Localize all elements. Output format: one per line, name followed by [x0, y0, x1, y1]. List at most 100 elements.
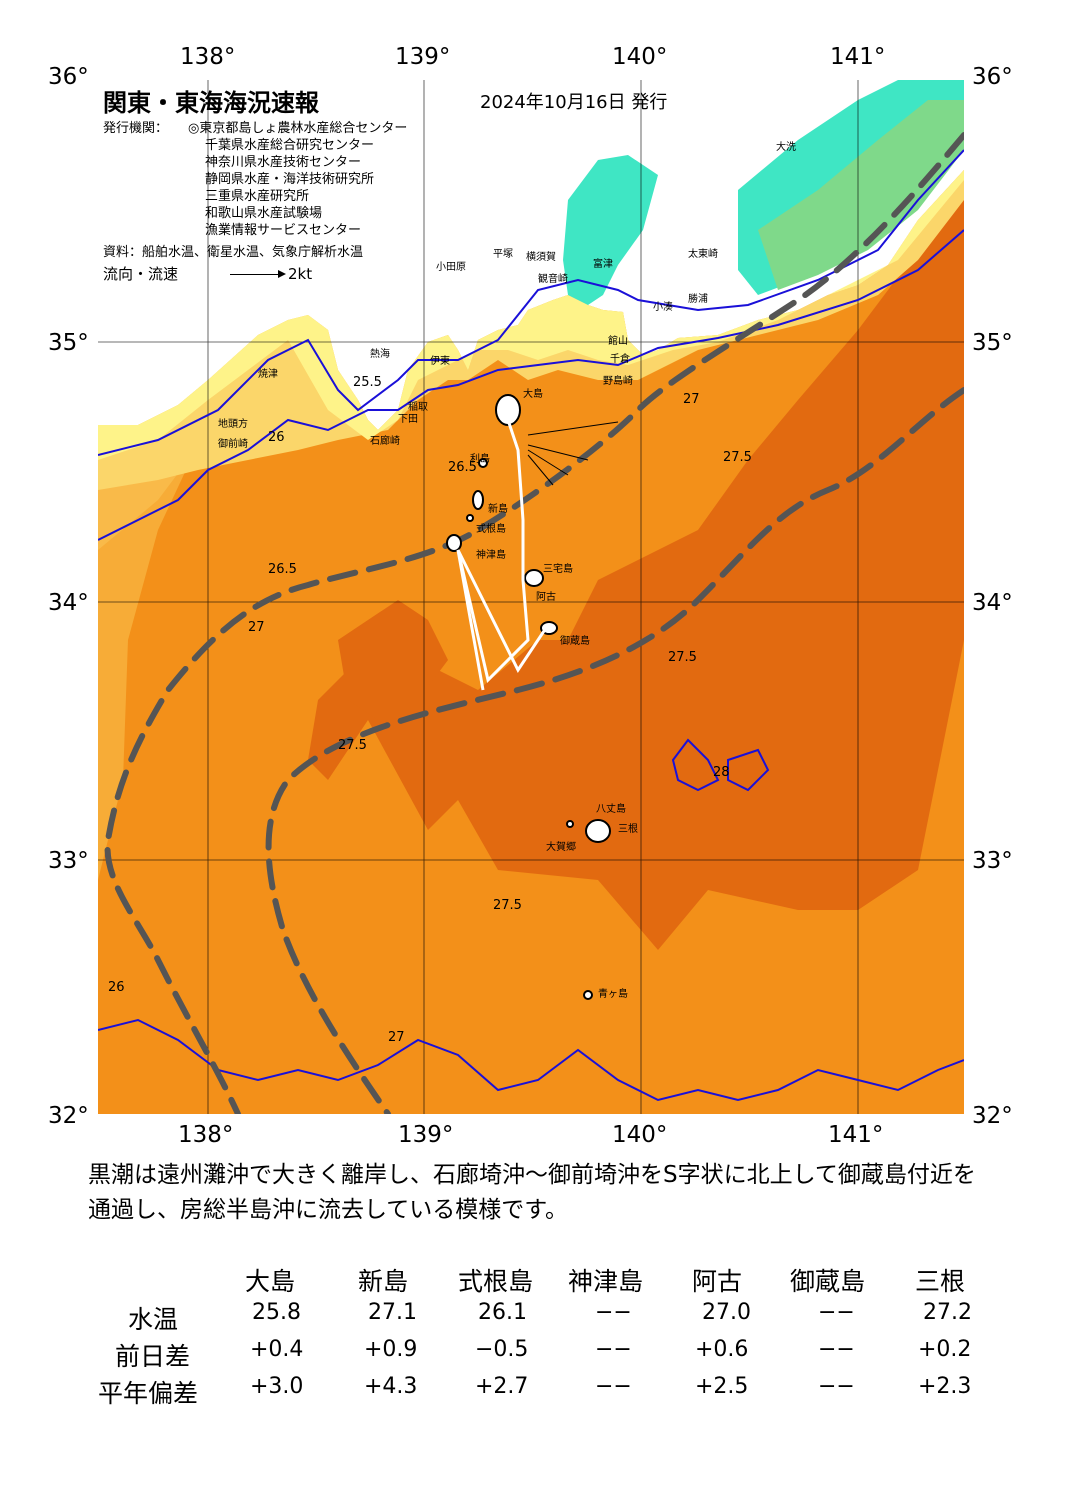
place-nojimazaki: 野島崎	[603, 376, 633, 387]
cell-temp-mitsune: 27.2	[923, 1300, 972, 1325]
place-miyakejima: 三宅島	[543, 564, 573, 575]
lat-label-right-34: 34°	[972, 590, 1013, 616]
issuer-3: 神奈川県水産技術センター	[205, 155, 362, 170]
contour-label-26-a: 26	[268, 430, 285, 445]
lon-label-top-138: 138°	[180, 44, 236, 70]
contour-label-27-5-c: 27.5	[668, 650, 697, 665]
row-label-diff: 前日差	[115, 1342, 191, 1371]
lat-label-left-34: 34°	[48, 590, 89, 616]
cell-temp-niijima: 27.1	[368, 1300, 417, 1325]
row-label-anomaly: 平年偏差	[98, 1379, 199, 1408]
row-label-temp: 水温	[128, 1305, 179, 1334]
issuer-5: 三重県水産研究所	[205, 189, 310, 204]
lat-label-right-33: 33°	[972, 848, 1013, 874]
place-ito: 伊東	[430, 356, 450, 367]
place-taitozaki: 太東崎	[688, 249, 718, 260]
place-irozaki: 石廊崎	[370, 436, 400, 447]
place-oarai: 大洗	[776, 142, 796, 153]
contour-label-27-a: 27	[683, 392, 700, 407]
cell-anom-mitsune: +2.3	[918, 1374, 972, 1399]
lat-label-right-36: 36°	[972, 64, 1013, 90]
cell-temp-oshima: 25.8	[252, 1300, 301, 1325]
place-kannonzaki: 観音崎	[538, 274, 568, 285]
flow-label: 流向・流速	[103, 265, 179, 283]
cell-temp-kozushima: −−	[595, 1300, 632, 1325]
cell-anom-oshima: +3.0	[250, 1374, 304, 1399]
lat-label-left-36: 36°	[48, 64, 89, 90]
tokyo-bay-water	[563, 155, 658, 305]
place-aogashima: 青ヶ島	[598, 989, 628, 1000]
issuers-label: 発行機関：	[103, 121, 169, 136]
lon-label-top-139: 139°	[395, 44, 451, 70]
col-header-shikinejima: 式根島	[458, 1267, 534, 1296]
place-oshima: 大島	[523, 389, 543, 400]
place-katsuura: 勝浦	[688, 294, 708, 305]
boso-offshore-water-green	[758, 100, 964, 290]
cell-diff-mikurajima: −−	[818, 1337, 855, 1362]
cell-anom-mikurajima: −−	[818, 1374, 855, 1399]
issuer-1: ◎東京都島しょ農林水産総合センター	[188, 121, 408, 136]
lon-label-bottom-141: 141°	[828, 1122, 884, 1148]
place-yaizu: 焼津	[258, 369, 278, 380]
lat-label-left-32: 32°	[48, 1103, 89, 1129]
issuer-2: 千葉県水産総合研究センター	[205, 138, 375, 153]
issuer-7: 漁業情報サービスセンター	[205, 223, 362, 238]
contour-label-27-5-b: 27.5	[338, 738, 367, 753]
lon-label-bottom-140: 140°	[612, 1122, 668, 1148]
sea-temperature-map: 25.5 26 26.5 27 27.5 26.5 27 27.5 27.5 2…	[98, 80, 964, 1114]
place-toshima: 利島	[470, 454, 490, 465]
place-kozushima: 神津島	[476, 550, 506, 561]
contour-label-25-5-a: 25.5	[353, 375, 382, 390]
issuer-4: 静岡県水産・海洋技術研究所	[205, 172, 375, 187]
cell-diff-oshima: +0.4	[250, 1337, 304, 1362]
lat-label-left-35: 35°	[48, 330, 89, 356]
contour-label-27-c: 27	[388, 1030, 405, 1045]
flow-arrows	[527, 421, 619, 486]
issuer-6: 和歌山県水産試験場	[205, 206, 323, 221]
place-yokosuka: 横須賀	[526, 252, 556, 263]
flow-scale-arrow	[230, 274, 282, 275]
flow-scale-arrow-head	[278, 270, 286, 278]
lat-label-left-33: 33°	[48, 848, 89, 874]
contour-label-27-b: 27	[248, 620, 265, 635]
col-header-oshima: 大島	[245, 1267, 296, 1296]
place-jitogata: 地頭方	[218, 419, 248, 430]
data-source: 資料：船舶水温、衛星水温、気象庁解析水温	[103, 245, 364, 260]
cell-anom-kozushima: −−	[595, 1374, 632, 1399]
cell-diff-niijima: +0.9	[364, 1337, 418, 1362]
map-title: 関東・東海海況速報	[103, 89, 319, 117]
cell-anom-shikinejima: +2.7	[475, 1374, 529, 1399]
place-kominato: 小湊	[653, 302, 673, 313]
place-odawara: 小田原	[436, 262, 466, 273]
cell-temp-ako: 27.0	[702, 1300, 751, 1325]
place-mitsune: 三根	[618, 824, 638, 835]
place-mikurajima: 御蔵島	[560, 636, 590, 647]
cell-anom-niijima: +4.3	[364, 1374, 418, 1399]
contour-label-27-5-a: 27.5	[723, 450, 752, 465]
kuroshio-path	[104, 132, 964, 1114]
cell-diff-kozushima: −−	[595, 1337, 632, 1362]
place-hachijojima: 八丈島	[596, 804, 626, 815]
place-hiratsuka: 平塚	[493, 249, 513, 260]
description-text: 黒潮は遠州灘沖で大きく離岸し、石廊埼沖〜御前埼沖をS字状に北上して御蔵島付近を通…	[88, 1162, 976, 1223]
cell-diff-mitsune: +0.2	[918, 1337, 972, 1362]
contour-label-27-5-d: 27.5	[493, 898, 522, 913]
ship-track	[456, 419, 550, 691]
place-ako: 阿古	[536, 592, 556, 603]
cell-diff-ako: +0.6	[695, 1337, 749, 1362]
lon-label-top-140: 140°	[612, 44, 668, 70]
flow-scale-value: 2kt	[288, 265, 313, 283]
place-chikura: 千倉	[610, 354, 630, 365]
col-header-kozushima: 神津島	[568, 1267, 644, 1296]
place-okago: 大賀郷	[546, 842, 576, 853]
place-shikinejima: 式根島	[476, 524, 506, 535]
map-grid	[98, 80, 964, 1114]
cell-diff-shikinejima: −0.5	[475, 1337, 529, 1362]
coastal-low-zone	[98, 170, 964, 460]
col-header-mikurajima: 御蔵島	[790, 1267, 866, 1296]
sea-27-5-west-zone	[338, 600, 448, 720]
cell-anom-ako: +2.5	[695, 1374, 749, 1399]
col-header-ako: 阿古	[692, 1267, 743, 1296]
lon-label-top-141: 141°	[830, 44, 886, 70]
cell-temp-mikurajima: −−	[818, 1300, 855, 1325]
